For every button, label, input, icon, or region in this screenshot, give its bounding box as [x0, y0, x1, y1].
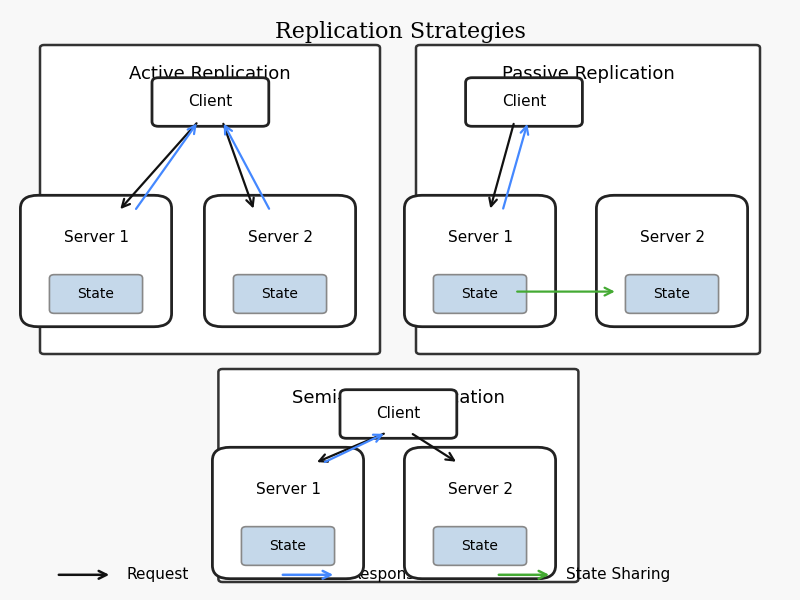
FancyBboxPatch shape — [40, 45, 380, 354]
Text: State: State — [654, 287, 690, 301]
FancyBboxPatch shape — [212, 448, 363, 578]
Text: Server 2: Server 2 — [247, 230, 313, 245]
Text: Request: Request — [126, 568, 189, 582]
FancyBboxPatch shape — [416, 45, 760, 354]
Text: State Sharing: State Sharing — [566, 568, 670, 582]
Text: Server 1: Server 1 — [447, 230, 513, 245]
FancyBboxPatch shape — [404, 448, 555, 578]
FancyBboxPatch shape — [204, 196, 355, 326]
Text: Server 1: Server 1 — [255, 482, 321, 497]
FancyBboxPatch shape — [434, 527, 526, 565]
Text: State: State — [462, 287, 498, 301]
FancyBboxPatch shape — [434, 275, 526, 313]
Text: Response: Response — [350, 568, 424, 582]
Text: State: State — [462, 539, 498, 553]
Text: Passive Replication: Passive Replication — [502, 65, 674, 83]
FancyBboxPatch shape — [21, 196, 171, 326]
Text: State: State — [78, 287, 114, 301]
FancyBboxPatch shape — [404, 196, 555, 326]
Text: Client: Client — [502, 94, 546, 109]
Text: Client: Client — [188, 94, 233, 109]
Text: Active Replication: Active Replication — [129, 65, 291, 83]
Text: Client: Client — [376, 407, 421, 421]
FancyBboxPatch shape — [234, 275, 326, 313]
Text: State: State — [262, 287, 298, 301]
FancyBboxPatch shape — [626, 275, 718, 313]
FancyBboxPatch shape — [466, 78, 582, 127]
FancyBboxPatch shape — [340, 390, 457, 438]
FancyBboxPatch shape — [152, 78, 269, 127]
Text: Semi-Active Replication: Semi-Active Replication — [292, 389, 505, 407]
Text: Server 1: Server 1 — [63, 230, 129, 245]
Text: Server 2: Server 2 — [639, 230, 705, 245]
FancyBboxPatch shape — [596, 196, 747, 326]
FancyBboxPatch shape — [50, 275, 142, 313]
FancyBboxPatch shape — [218, 369, 578, 582]
Text: Server 2: Server 2 — [447, 482, 513, 497]
FancyBboxPatch shape — [242, 527, 334, 565]
Text: Replication Strategies: Replication Strategies — [274, 21, 526, 43]
Text: State: State — [270, 539, 306, 553]
